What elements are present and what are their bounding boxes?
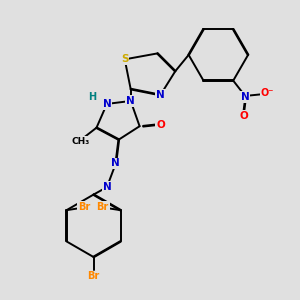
Text: CH₃: CH₃ <box>71 136 89 146</box>
Text: N: N <box>126 96 135 106</box>
Text: Br: Br <box>78 202 91 212</box>
Text: Br: Br <box>97 202 109 212</box>
Text: N: N <box>241 92 250 102</box>
Text: H: H <box>88 92 96 101</box>
Text: N: N <box>156 90 165 100</box>
Text: O: O <box>156 120 165 130</box>
Text: O⁻: O⁻ <box>261 88 274 98</box>
Text: N: N <box>103 99 111 109</box>
Text: Br: Br <box>87 271 100 281</box>
Text: O: O <box>239 111 248 121</box>
Text: N: N <box>103 182 111 192</box>
Text: N: N <box>111 158 120 168</box>
Text: S: S <box>121 54 128 64</box>
